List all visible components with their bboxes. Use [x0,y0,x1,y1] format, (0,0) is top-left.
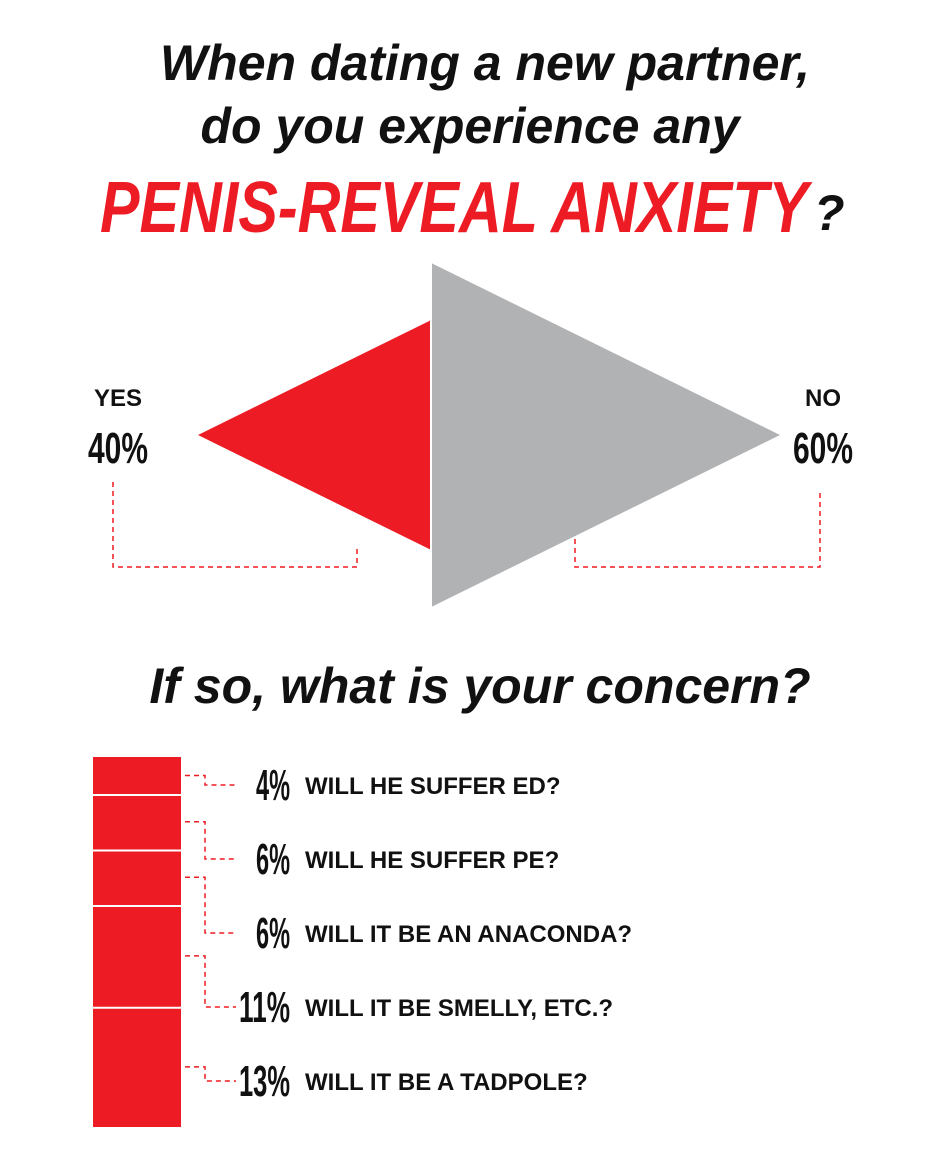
value-label: 40% [88,424,148,473]
category-label: WILL IT BE SMELLY, ETC.? [305,995,613,1022]
connector [185,774,236,786]
leader-line [112,482,358,568]
category-label: NO [805,385,841,412]
category-label: WILL HE SUFFER ED? [305,773,561,800]
title-line: When dating a new partner, [160,35,810,91]
category-label: WILL HE SUFFER PE? [305,847,559,874]
section-title: If so, what is your concern? [149,658,810,714]
category-label: WILL IT BE AN ANACONDA? [305,921,632,948]
triangle [198,320,430,550]
value-label: 4% [256,761,290,810]
connector [185,1066,236,1082]
title-end: ? [814,185,845,241]
title-highlight: PENIS-REVEAL ANXIETY [100,168,813,248]
value-label: 13% [239,1057,290,1106]
category-label: WILL IT BE A TADPOLE? [305,1069,588,1096]
value-label: 6% [256,909,290,958]
bar-segment [93,851,181,905]
value-label: 11% [239,983,290,1032]
connector [185,821,236,860]
connector [185,876,236,934]
title-line: do you experience any [200,98,741,154]
bar-segment [93,907,181,1007]
bar-segment [93,757,181,794]
bar-segment [93,1008,181,1127]
bar-segment [93,796,181,850]
category-label: YES [94,385,142,412]
value-label: 6% [256,835,290,884]
value-label: 60% [793,424,853,473]
triangle [432,263,780,607]
connector [185,955,236,1008]
